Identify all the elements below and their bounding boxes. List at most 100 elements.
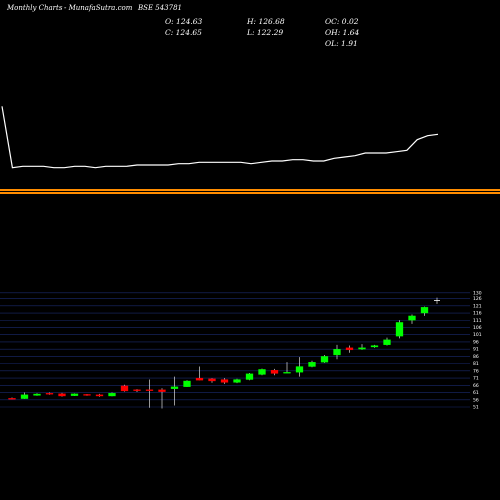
candle xyxy=(345,345,354,353)
y-tick-label: 56 xyxy=(473,397,479,403)
y-tick-label: 81 xyxy=(473,361,479,367)
y-tick-label: 111 xyxy=(473,318,482,324)
candle xyxy=(270,368,279,376)
candle xyxy=(358,344,366,350)
candle xyxy=(295,357,304,377)
candle xyxy=(220,378,229,384)
candle-body xyxy=(345,347,354,351)
candle-body xyxy=(295,366,304,373)
y-tick-label: 96 xyxy=(473,339,479,345)
candle xyxy=(333,344,341,360)
candle-body xyxy=(95,394,104,397)
y-tick-label: 86 xyxy=(473,354,479,360)
candle xyxy=(320,354,329,363)
candle-body xyxy=(358,347,366,350)
candle xyxy=(233,378,241,384)
candle xyxy=(8,397,16,400)
candle-body xyxy=(233,379,241,383)
y-tick-label: 61 xyxy=(473,390,479,396)
candle xyxy=(133,389,141,392)
y-tick-label: 101 xyxy=(473,332,482,338)
candle-body xyxy=(20,394,29,399)
candle-layer xyxy=(8,297,440,409)
candle xyxy=(308,360,316,368)
candle xyxy=(70,393,79,397)
candle-body xyxy=(283,372,291,374)
y-tick-label: 71 xyxy=(473,376,479,382)
y-tick-label: 91 xyxy=(473,347,479,353)
candle xyxy=(370,344,379,348)
ol-readout: OL: 1.91 xyxy=(325,39,358,48)
candle xyxy=(120,384,129,392)
y-tick-label: 116 xyxy=(473,311,482,317)
candle xyxy=(183,380,191,388)
y-tick-label: 126 xyxy=(473,296,482,302)
candle-body xyxy=(320,356,329,363)
y-tick-label: 76 xyxy=(473,368,479,374)
candle-body xyxy=(145,389,154,391)
candle-body xyxy=(420,307,429,314)
chart-source: - MunafaSutra.com xyxy=(64,4,133,12)
y-tick-label: 51 xyxy=(473,405,479,411)
candle-body xyxy=(195,377,204,381)
candle-body xyxy=(58,393,66,397)
candle-body xyxy=(395,322,404,337)
candle-body xyxy=(108,392,116,397)
high-readout: H: 126.68 xyxy=(247,17,285,26)
candle-body xyxy=(245,373,254,380)
candle xyxy=(45,392,54,395)
candle xyxy=(95,393,104,397)
candle-body xyxy=(45,393,54,395)
y-tick-label: 130 xyxy=(473,290,482,296)
candle xyxy=(158,388,166,409)
candle xyxy=(245,373,254,381)
candle-body xyxy=(158,389,166,392)
oc-readout: OC: 0.02 xyxy=(325,17,359,26)
candle xyxy=(58,392,66,397)
candle-body xyxy=(308,362,316,367)
candle-body xyxy=(258,369,266,375)
overview-price-line xyxy=(1,106,439,169)
candle xyxy=(33,393,41,396)
candle xyxy=(83,393,91,396)
candle xyxy=(20,392,29,399)
y-tick-label: 66 xyxy=(473,383,479,389)
candle-body xyxy=(370,345,379,348)
overview-line-layer xyxy=(1,106,439,169)
chart-title: Monthly Charts xyxy=(7,4,63,12)
candle xyxy=(108,392,116,397)
close-readout: C: 124.65 xyxy=(165,28,202,37)
candle xyxy=(170,376,179,406)
panel-separator-bottom xyxy=(0,192,500,194)
candle-body xyxy=(170,386,179,389)
panel-separator-top xyxy=(0,189,500,191)
candle xyxy=(420,306,429,316)
candle-body xyxy=(383,339,391,345)
candle-body xyxy=(8,398,16,400)
candle xyxy=(258,368,266,376)
candle-body xyxy=(183,380,191,387)
candle-body xyxy=(70,393,79,396)
candle-body xyxy=(133,389,141,391)
oh-readout: OH: 1.64 xyxy=(325,28,360,37)
candle-body xyxy=(208,378,216,382)
candle xyxy=(383,337,391,346)
candle-body xyxy=(333,349,341,356)
candle xyxy=(145,379,154,408)
candle-body xyxy=(220,379,229,383)
candle-body xyxy=(270,369,279,374)
candle xyxy=(408,314,416,324)
candle xyxy=(195,366,204,381)
candle-body xyxy=(408,315,416,321)
low-readout: L: 122.29 xyxy=(247,28,284,37)
candle-body xyxy=(83,394,91,396)
chart-symbol: BSE 543781 xyxy=(138,4,182,12)
candle-body xyxy=(33,393,41,396)
y-tick-label: 106 xyxy=(473,325,482,331)
candle xyxy=(434,297,440,304)
candle-body xyxy=(120,385,129,392)
candle xyxy=(208,378,216,383)
